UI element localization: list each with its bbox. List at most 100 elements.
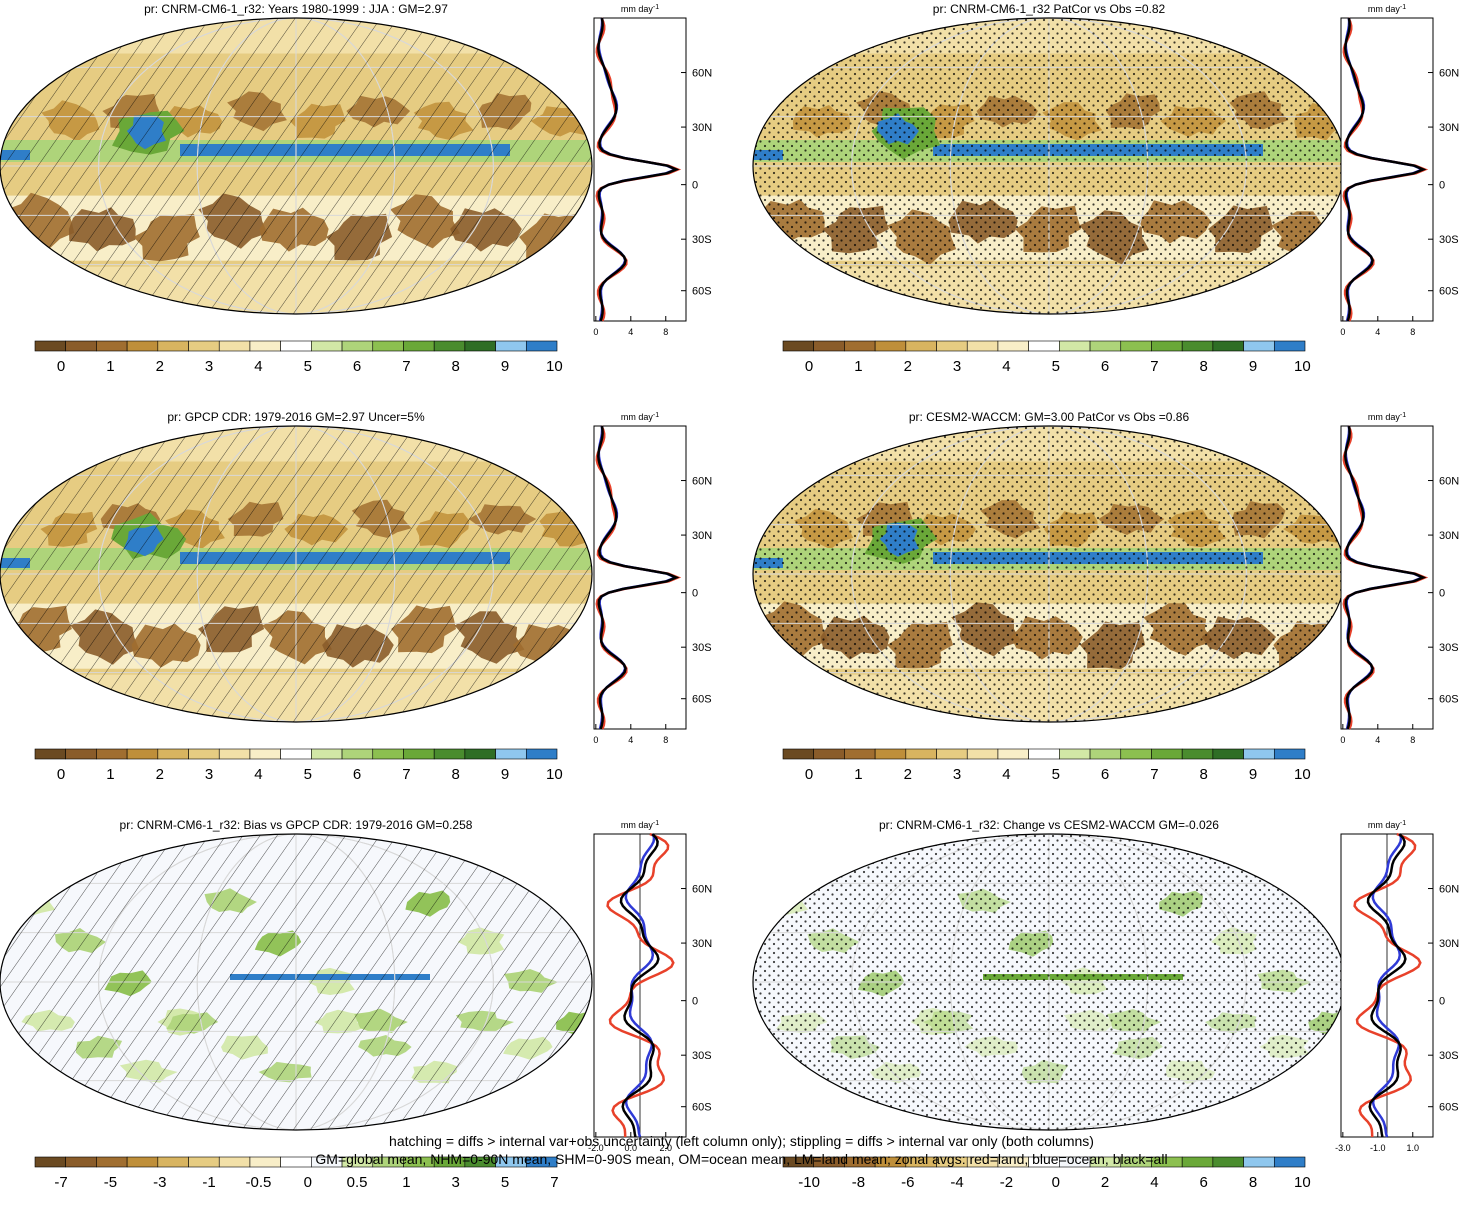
colorbar-tick-label: 8 xyxy=(1200,766,1208,783)
colorbar-swatch xyxy=(249,340,281,352)
zonal-lat-label: 0 xyxy=(1439,996,1445,1008)
colorbar-swatch xyxy=(844,340,876,352)
zonal-lat-label: 30S xyxy=(1439,234,1459,246)
zonal-unit-label: mm day-1 xyxy=(621,412,659,422)
panel-title: pr: CNRM-CM6-1_r32: Bias vs GPCP CDR: 19… xyxy=(119,818,473,832)
colorbar: 0 1 2 3 4 5 6 7 8 9 10 xyxy=(782,340,1311,375)
colorbar-tick-label: 0 xyxy=(1052,1174,1060,1191)
zonal-x-tick-label: 0.0 xyxy=(625,1143,638,1153)
zonal-lat-label: 60S xyxy=(692,694,712,706)
colorbar-swatch xyxy=(311,748,343,760)
colorbar: 0 1 2 3 4 5 6 7 8 9 10 xyxy=(782,748,1311,783)
map-plot xyxy=(752,833,1346,1131)
colorbar-tick-label: 8 xyxy=(452,358,460,375)
zonal-curve xyxy=(619,833,660,1138)
zonal-lat-label: 30S xyxy=(692,234,712,246)
zonal-lat-label: 30N xyxy=(1439,122,1459,134)
zonal-lat-label: 60N xyxy=(692,476,712,488)
zonal-x-tick-label: 0 xyxy=(593,735,598,745)
colorbar-tick-label: 1 xyxy=(106,358,114,375)
colorbar: -10 -8 -6 -4 -2 0 2 4 6 8 10 xyxy=(782,1156,1311,1191)
colorbar-tick-label: 10 xyxy=(1294,766,1311,783)
zonal-mean-plot: mm day-1 60N 30N 0 30S 60S -3.0 -1.0 1.0 xyxy=(1335,820,1459,1153)
colorbar-swatch xyxy=(1059,340,1091,352)
colorbar-swatch xyxy=(126,340,159,352)
zonal-lat-label: 60N xyxy=(692,68,712,80)
zonal-mean-plot: mm day-1 60N 30N 0 30S 60S 0 4 8 xyxy=(593,4,712,337)
panel-obs-climatology: pr: GPCP CDR: 1979-2016 GM=2.97 Uncer=5%… xyxy=(0,408,720,798)
colorbar-swatch xyxy=(525,340,558,352)
colorbar-swatch xyxy=(966,340,999,352)
colorbar-swatch xyxy=(936,340,968,352)
colorbar-tick-label: 2 xyxy=(156,766,164,783)
footer-line-1: hatching = diffs > internal var+obs unce… xyxy=(389,1133,1094,1149)
zonal-lat-label: 30N xyxy=(692,938,712,950)
colorbar-tick-label: -3 xyxy=(153,1174,166,1191)
zonal-unit-label: mm day-1 xyxy=(1368,4,1406,14)
colorbar-swatch xyxy=(1059,748,1091,760)
panel-title: pr: CNRM-CM6-1_r32: Years 1980-1999 : JJ… xyxy=(144,2,448,16)
colorbar-tick-label: 9 xyxy=(1249,766,1257,783)
colorbar-tick-label: 1 xyxy=(854,766,862,783)
colorbar-swatch xyxy=(874,748,907,760)
colorbar-swatch xyxy=(905,340,937,352)
zonal-mean-plot: mm day-1 60N 30N 0 30S 60S 0 4 8 xyxy=(1340,4,1459,337)
colorbar-swatch xyxy=(997,340,1029,352)
zonal-lat-label: 30S xyxy=(1439,642,1459,654)
colorbar-swatch xyxy=(311,340,343,352)
colorbar-tick-label: 0.5 xyxy=(347,1174,368,1191)
colorbar-swatch xyxy=(65,340,97,352)
colorbar-swatch xyxy=(341,340,374,352)
zonal-mean-plot: mm day-1 60N 30N 0 30S 60S 0 4 8 xyxy=(593,412,712,745)
panel-title: pr: CNRM-CM6-1_r32: Change vs CESM2-WACC… xyxy=(879,818,1219,832)
colorbar-swatch xyxy=(372,748,404,760)
colorbar-tick-label: 0 xyxy=(57,358,65,375)
zonal-lat-label: 0 xyxy=(692,588,698,600)
zonal-lat-label: 60N xyxy=(1439,476,1459,488)
colorbar-tick-label: 4 xyxy=(254,766,262,783)
colorbar-tick-label: 1 xyxy=(106,766,114,783)
colorbar-tick-label: 2 xyxy=(904,766,912,783)
colorbar-swatch xyxy=(34,340,67,352)
zonal-x-tick-label: 4 xyxy=(1375,735,1380,745)
colorbar-tick-label: 3 xyxy=(953,766,961,783)
colorbar-swatch xyxy=(96,340,128,352)
colorbar-swatch xyxy=(1181,748,1214,760)
panel-title: pr: CESM2-WACCM: GM=3.00 PatCor vs Obs =… xyxy=(908,410,1190,424)
zonal-x-tick-label: 4 xyxy=(628,735,633,745)
colorbar-swatch xyxy=(782,748,815,760)
colorbar-swatch xyxy=(1120,748,1152,760)
colorbar-swatch xyxy=(403,748,435,760)
colorbar-tick-label: 6 xyxy=(353,358,361,375)
zonal-curve xyxy=(1366,833,1407,1138)
footer-line-2: GM=global mean, NHM=0-90N mean, SHM=0-90… xyxy=(315,1151,1168,1167)
zonal-curve xyxy=(1353,832,1422,1138)
zonal-unit-label: mm day-1 xyxy=(1368,820,1406,830)
zonal-x-tick-label: 2.0 xyxy=(660,1143,673,1153)
colorbar-tick-label: 3 xyxy=(452,1174,460,1191)
zonal-lat-label: 30N xyxy=(692,122,712,134)
colorbar-tick-label: 6 xyxy=(1101,766,1109,783)
colorbar-tick-label: 8 xyxy=(452,766,460,783)
colorbar-swatch xyxy=(464,340,496,352)
colorbar-swatch xyxy=(495,748,527,760)
colorbar-swatch xyxy=(280,340,312,352)
colorbar-swatch xyxy=(874,340,907,352)
colorbar-tick-label: -5 xyxy=(104,1174,117,1191)
colorbar-tick-label: 8 xyxy=(1249,1174,1257,1191)
zonal-lat-label: 60S xyxy=(1439,286,1459,298)
colorbar-swatch xyxy=(905,748,937,760)
zonal-x-tick-label: 8 xyxy=(1410,735,1415,745)
panel-model-patcor: pr: CNRM-CM6-1_r32 PatCor vs Obs =0.82 0 1… xyxy=(745,0,1483,390)
colorbar: 0 1 2 3 4 5 6 7 8 9 10 xyxy=(34,748,563,783)
colorbar-tick-label: 2 xyxy=(156,358,164,375)
panel-title: pr: CNRM-CM6-1_r32 PatCor vs Obs =0.82 xyxy=(932,2,1166,16)
panel-model-climatology: pr: CNRM-CM6-1_r32: Years 1980-1999 : JJ… xyxy=(0,0,720,390)
colorbar-swatch xyxy=(1151,748,1183,760)
zonal-lat-label: 30S xyxy=(1439,1050,1459,1062)
map-plot xyxy=(0,17,593,315)
zonal-lat-label: 60N xyxy=(1439,884,1459,896)
colorbar-swatch xyxy=(249,748,281,760)
colorbar-swatch xyxy=(464,748,496,760)
colorbar-tick-label: 6 xyxy=(353,766,361,783)
